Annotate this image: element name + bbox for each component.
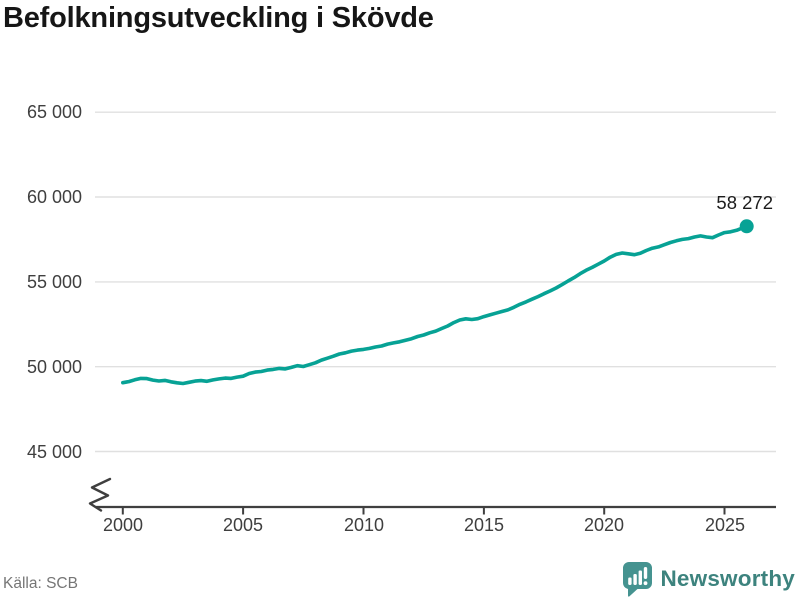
end-value-label: 58 272	[716, 192, 773, 213]
brand-name: Newsworthy	[660, 566, 795, 591]
logo-exclamation-dot	[644, 581, 648, 586]
x-tick-label: 2020	[583, 515, 625, 535]
x-tick-label: 2015	[463, 515, 505, 535]
x-tick-label: 2000	[102, 515, 144, 535]
newsworthy-logo: Newsworthy	[621, 560, 795, 598]
y-tick-label: 65 000	[26, 102, 82, 122]
source-credit: Källa: SCB	[3, 575, 78, 592]
logo-bubble-shape	[623, 562, 653, 597]
y-tick-label: 45 000	[26, 442, 82, 462]
x-tick-label: 2005	[222, 515, 264, 535]
chart-title: Befolkningsutveckling i Skövde	[3, 2, 434, 34]
logo-bar-medium	[633, 574, 638, 585]
newsworthy-logo-icon	[623, 562, 653, 597]
y-tick-label: 50 000	[26, 357, 82, 377]
y-tick-label: 55 000	[26, 272, 82, 292]
x-tick-label: 2010	[343, 515, 385, 535]
logo-exclamation-bar	[644, 567, 648, 579]
population-line	[121, 224, 749, 386]
logo-bar-large	[639, 570, 643, 585]
end-point-dot	[739, 219, 754, 234]
x-tick-label: 2025	[704, 515, 746, 535]
logo-bar-small	[628, 577, 633, 585]
axis-break-icon	[88, 477, 112, 512]
y-tick-label: 60 000	[26, 187, 82, 207]
